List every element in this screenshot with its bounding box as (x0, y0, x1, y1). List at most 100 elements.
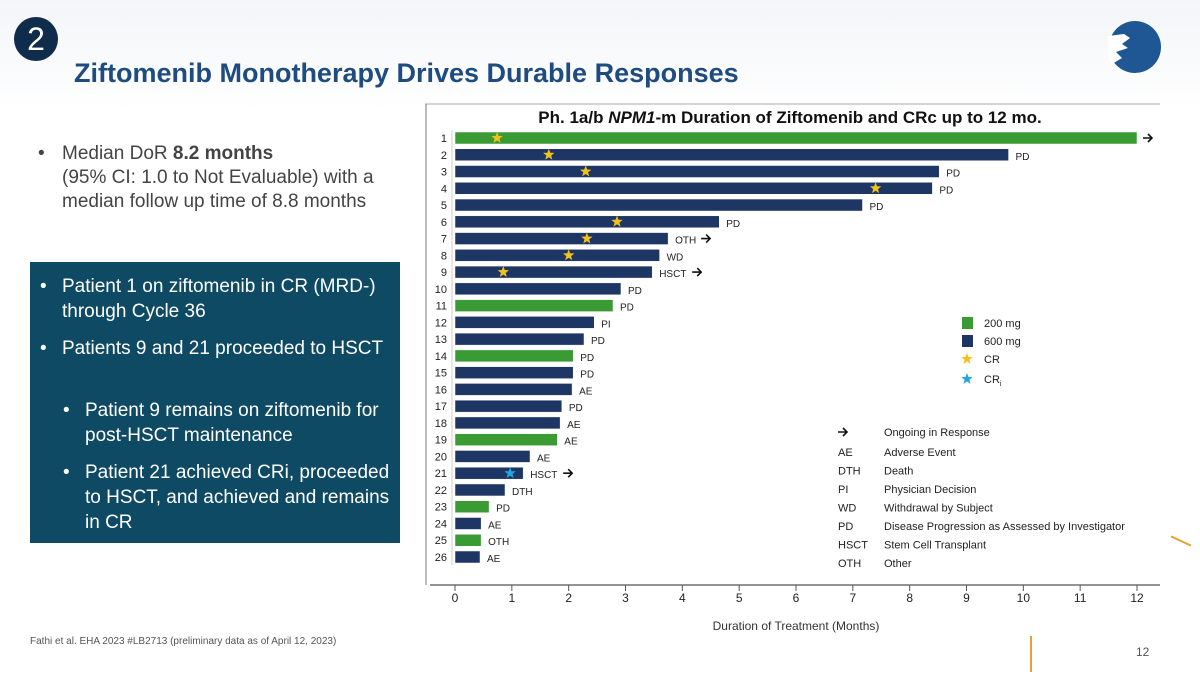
legend-abbr: HSCT (838, 540, 868, 552)
legend-abbr: WD (838, 503, 856, 515)
bar-patient-1 (454, 131, 1138, 145)
box-item-text: Patients 9 and 21 proceeded to HSCT (62, 338, 384, 359)
patient-label: 3 (441, 167, 447, 179)
patient-label: 7 (441, 234, 447, 246)
bar-patient-14 (454, 349, 574, 363)
bar-patient-24 (454, 517, 482, 530)
bar-patient-4 (454, 182, 933, 195)
end-reason-label: HSCT (530, 470, 557, 481)
patient-label: 16 (435, 384, 447, 396)
header-background (0, 0, 1200, 110)
patient-label: 26 (435, 552, 447, 564)
bar-patient-17 (454, 399, 563, 413)
box-item: • Patient 1 on ziftomenib in CR (MRD-) th… (40, 274, 385, 324)
bar-patient-5 (454, 198, 863, 212)
box-item-text: Patient 9 remains on ziftomenib for post… (85, 400, 379, 446)
legend-abbr: PI (838, 484, 848, 496)
end-reason-label: PI (601, 319, 610, 330)
patient-label: 19 (435, 435, 447, 447)
cr-star-icon (543, 148, 555, 160)
patient-label: 24 (435, 518, 447, 530)
legend-abbr: DTH (838, 466, 861, 478)
patient-label: 6 (441, 217, 447, 229)
section-number-badge: 2 (14, 17, 58, 61)
chart-title-part: Ph. 1a/b (538, 108, 608, 127)
bar-patient-19 (454, 433, 558, 446)
summary-text: Median DoR 8.2 months (95% CI: 1.0 to Not… (62, 142, 398, 214)
ongoing-arrow-icon (563, 468, 574, 478)
chart-title: Ph. 1a/b NPM1-m Duration of Ziftomenib a… (538, 108, 1041, 127)
bar-patient-26 (454, 550, 481, 564)
patient-label: 11 (436, 301, 447, 313)
end-reason-label: PD (946, 169, 960, 180)
summary-prefix: Median DoR (62, 143, 173, 164)
cr-star-icon (581, 232, 593, 244)
ongoing-arrow-icon (692, 267, 703, 277)
legend-label: CR (984, 354, 1000, 366)
cr-star-icon (497, 266, 509, 277)
x-tick-label: 3 (622, 591, 629, 605)
bar-patient-20 (454, 450, 531, 463)
bar-patient-10 (454, 282, 622, 296)
patient-label: 8 (441, 250, 447, 262)
legend-meaning: Ongoing in Response (884, 427, 990, 439)
patient-label: 1 (441, 133, 447, 145)
summary-rest: (95% CI: 1.0 to Not Evaluable) with a me… (62, 167, 374, 212)
end-reason-label: PD (628, 286, 642, 297)
patient-label: 9 (441, 267, 447, 279)
end-reason-label: PD (580, 353, 594, 364)
bar-patient-12 (454, 316, 595, 329)
end-reason-label: PD (580, 370, 594, 381)
x-tick-label: 8 (906, 591, 913, 605)
bar-patient-3 (454, 165, 940, 178)
chart-title-part: -m Duration of Ziftomenib and CRc up to … (655, 108, 1041, 127)
bullet-dot: • (63, 462, 70, 483)
bar-patient-9 (454, 265, 653, 279)
end-reason-label: AE (579, 386, 593, 397)
legend-meaning: Disease Progression as Assessed by Inves… (884, 521, 1125, 533)
end-reason-label: PD (869, 202, 883, 213)
patient-label: 21 (435, 468, 447, 480)
x-tick-label: 11 (1074, 591, 1087, 605)
end-reason-label: OTH (488, 537, 509, 548)
bar-patient-22 (454, 483, 506, 497)
bar-patient-2 (454, 148, 1009, 162)
legend-abbr: PD (838, 521, 853, 533)
cr-star-icon (611, 215, 623, 227)
end-reason-label: PD (620, 303, 634, 314)
legend-meaning: Stem Cell Transplant (884, 540, 986, 552)
patient-label: 20 (435, 451, 447, 463)
box-item-text: Patient 1 on ziftomenib in CR (MRD-) thr… (62, 276, 376, 322)
end-reason-label: WD (667, 252, 684, 263)
decorative-accent-line (1030, 636, 1032, 672)
end-reason-label: AE (537, 453, 551, 464)
bar-patient-15 (454, 366, 574, 379)
x-tick-label: 12 (1130, 591, 1144, 605)
patient-label: 15 (435, 368, 447, 380)
bar-patient-16 (454, 383, 573, 396)
slide-title: Ziftomenib Monotherapy Drives Durable Re… (74, 58, 739, 88)
highlight-box: • Patient 1 on ziftomenib in CR (MRD-) th… (30, 262, 400, 543)
end-reason-label: PD (939, 185, 953, 196)
patient-label: 10 (435, 284, 447, 296)
chart-title-part: NPM1 (608, 108, 655, 127)
patient-label: 18 (435, 418, 447, 430)
patient-label: 2 (441, 150, 447, 162)
patient-label: 4 (441, 183, 447, 195)
x-tick-label: 0 (452, 591, 459, 605)
end-reason-label: PD (569, 403, 583, 414)
x-tick-label: 4 (679, 591, 686, 605)
legend-label: CRi (984, 374, 1002, 388)
legend-label: 600 mg (984, 336, 1021, 348)
legend-meaning: Adverse Event (884, 447, 956, 459)
bar-patient-21 (454, 466, 524, 480)
end-reason-label: AE (488, 520, 502, 531)
bar-patient-8 (454, 249, 660, 262)
end-reason-label: OTH (675, 236, 696, 247)
box-subitem: • Patient 9 remains on ziftomenib for pos… (63, 398, 393, 448)
ongoing-arrow-icon (701, 233, 712, 244)
bar-patient-13 (454, 332, 585, 346)
bar-patient-23 (454, 500, 490, 513)
x-tick-label: 5 (736, 591, 743, 605)
